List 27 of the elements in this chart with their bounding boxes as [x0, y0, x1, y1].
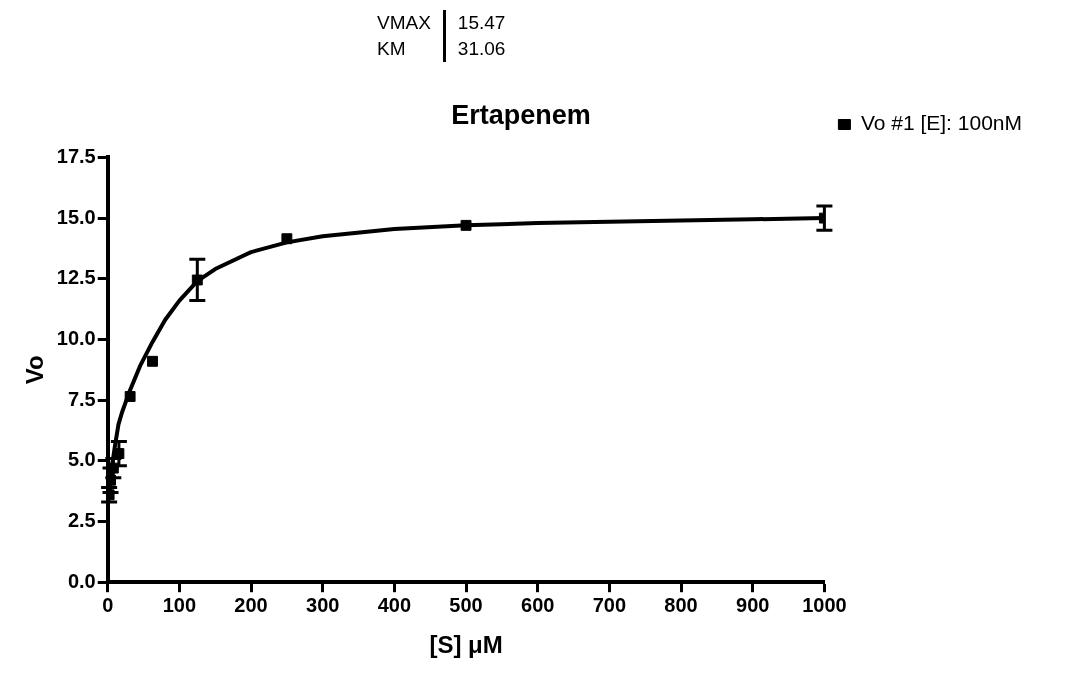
x-axis-title: [S] μM [429, 631, 503, 659]
y-tick-label: 5.0 [67, 448, 96, 471]
x-tick-label: 500 [449, 593, 483, 616]
x-tick-label: 800 [664, 593, 698, 616]
x-tick-label: 1000 [802, 593, 847, 616]
chart-title: Ertapenem [451, 99, 591, 130]
x-tick-label: 300 [306, 593, 340, 616]
x-tick-label: 0 [102, 593, 114, 616]
x-tick-label: 400 [377, 593, 412, 616]
x-tick-label: 100 [162, 593, 197, 616]
x-tick-label: 900 [736, 593, 770, 616]
y-tick-label: 0.0 [67, 569, 96, 592]
x-tick-label: 200 [234, 593, 268, 616]
y-tick-label: 15.0 [56, 205, 96, 228]
legend-label: Vo #1 [E]: 100nM [860, 111, 1022, 135]
y-tick-label: 2.5 [67, 509, 96, 532]
text: KM [376, 37, 407, 61]
text: 15.47 [444, 10, 518, 36]
y-tick-label: 12.5 [56, 266, 96, 289]
x-tick-label: 600 [521, 593, 555, 616]
y-axis-title: Vo [21, 355, 49, 385]
y-tick-label: 10.0 [56, 326, 96, 349]
x-tick-label: 700 [592, 593, 627, 616]
y-tick-label: 7.5 [67, 387, 96, 410]
text: VMAX [376, 11, 432, 35]
text: 31.06 [444, 36, 518, 62]
y-tick-label: 17.5 [56, 144, 96, 167]
